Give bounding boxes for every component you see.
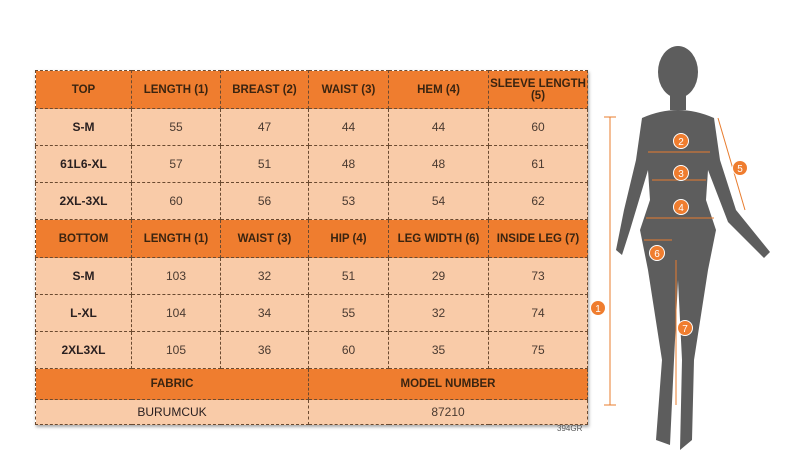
table-cell: L-XL [35,294,132,332]
table-cell: 44 [308,108,389,146]
table-cell: 53 [308,182,389,220]
marker-circle [649,245,665,261]
marker-circle [673,199,689,215]
table-cell: 48 [308,145,389,183]
column-header: WAIST (3) [220,219,309,258]
model-label: MODEL NUMBER [308,368,588,400]
column-header: WAIST (3) [308,70,389,109]
table-cell: 74 [488,294,588,332]
table-cell: 103 [131,257,221,295]
table-cell: 61L6-XL [35,145,132,183]
table-row: 2XL-3XL 60 56 53 54 62 [35,182,588,220]
marker-label: 7 [682,324,688,335]
table-cell: 60 [131,182,221,220]
table-row: S-M 55 47 44 44 60 [35,108,588,146]
table-cell: 32 [220,257,309,295]
fabric-value: BURUMCUK [35,399,309,425]
table-cell: S-M [35,257,132,295]
marker-label: 4 [678,203,684,214]
table-cell: 35 [388,331,489,369]
marker-label: 3 [678,169,684,180]
table-cell: 73 [488,257,588,295]
size-chart-table: TOP LENGTH (1) BREAST (2) WAIST (3) HEM (4) S… [35,70,588,425]
footer-row: FABRIC MODEL NUMBER [35,368,588,400]
marker-circle [590,300,606,316]
column-header: INSIDE LEG (7) [488,219,588,258]
marker-label: 2 [678,137,684,148]
silhouette [616,46,770,450]
table-cell: 48 [388,145,489,183]
column-header: LENGTH (1) [131,219,221,258]
table-cell: 34 [220,294,309,332]
table-cell: 44 [388,108,489,146]
table-cell: 55 [308,294,389,332]
table-cell: 51 [220,145,309,183]
table-cell: 47 [220,108,309,146]
table-cell: 55 [131,108,221,146]
column-header: BOTTOM [35,219,132,258]
table-cell: 54 [388,182,489,220]
column-header: LENGTH (1) [131,70,221,109]
table-cell: 32 [388,294,489,332]
table-cell: 57 [131,145,221,183]
column-header: LEG WIDTH (6) [388,219,489,258]
table-cell: 51 [308,257,389,295]
table-cell: 60 [488,108,588,146]
model-value: 87210 [308,399,588,425]
product-code: 394GR [557,424,583,433]
fabric-label: FABRIC [35,368,309,400]
column-header: HIP (4) [308,219,389,258]
table-cell: 75 [488,331,588,369]
footer-row: BURUMCUK 87210 [35,399,588,425]
table-cell: 29 [388,257,489,295]
table-cell: 56 [220,182,309,220]
table-cell: 2XL-3XL [35,182,132,220]
table-row: 61L6-XL 57 51 48 48 61 [35,145,588,183]
table-row: L-XL 104 34 55 32 74 [35,294,588,332]
column-header: TOP [35,70,132,109]
marker-label: 6 [654,249,660,260]
header-row: TOP LENGTH (1) BREAST (2) WAIST (3) HEM (4) S… [35,70,588,109]
table-cell: 2XL3XL [35,331,132,369]
table-cell: 60 [308,331,389,369]
header-row: BOTTOM LENGTH (1) WAIST (3) HIP (4) LEG WIDT… [35,219,588,258]
marker-circle [673,133,689,149]
marker-circle [673,165,689,181]
table-cell: 36 [220,331,309,369]
marker-circle [732,160,748,176]
marker-circle [677,320,693,336]
marker-label: 1 [595,304,601,315]
table-cell: 105 [131,331,221,369]
table-row: S-M 103 32 51 29 73 [35,257,588,295]
column-header: HEM (4) [388,70,489,109]
table-cell: S-M [35,108,132,146]
table-cell: 62 [488,182,588,220]
table-cell: 104 [131,294,221,332]
marker-label: 5 [737,164,743,175]
column-header: SLEEVE LENGTH (5) [488,70,588,109]
column-header: BREAST (2) [220,70,309,109]
table-row: 2XL3XL 105 36 60 35 75 [35,331,588,369]
body-measurement-figure: 1 2 3 4 5 6 7 [590,46,770,450]
table-cell: 61 [488,145,588,183]
